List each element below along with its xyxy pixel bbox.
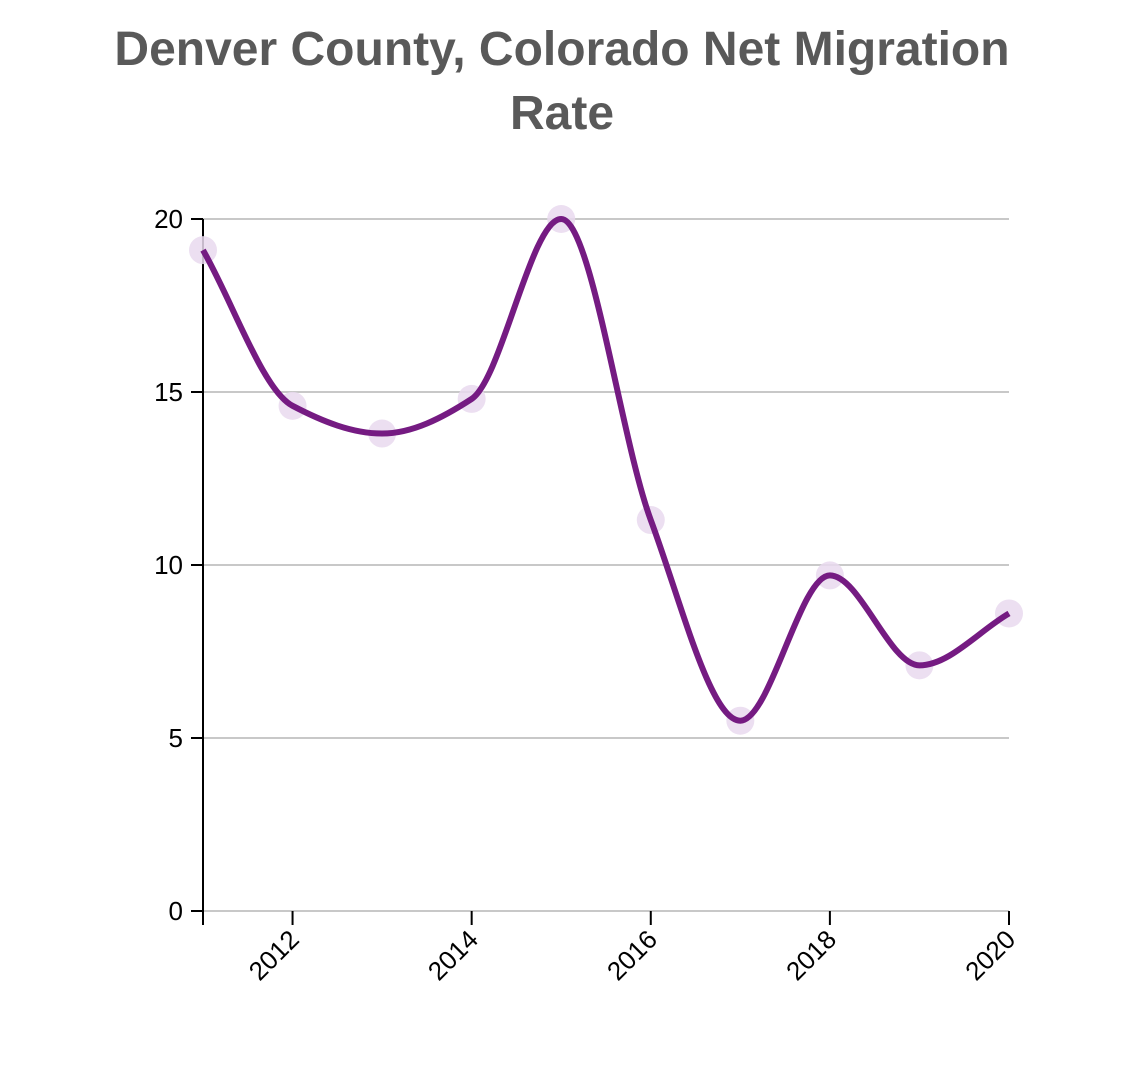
y-tick-label-15: 15 <box>154 377 183 407</box>
chart-title-line-1: Denver County, Colorado Net Migration <box>114 23 1010 76</box>
series-lines <box>200 216 1011 724</box>
chart-title: Denver County, Colorado Net Migration Ra… <box>0 18 1124 146</box>
x-tick-label-2012: 2012 <box>243 924 305 986</box>
y-tick-label-10: 10 <box>154 550 183 580</box>
chart-title-line-2: Rate <box>509 87 615 140</box>
y-tick-label-20: 20 <box>154 204 183 234</box>
gridlines <box>203 218 1009 912</box>
series-line-0 <box>200 216 1011 724</box>
x-tick-label-2014: 2014 <box>422 924 484 986</box>
y-tick-label-0: 0 <box>169 896 183 926</box>
x-tick-label-2016: 2016 <box>601 924 663 986</box>
x-tick-label-2018: 2018 <box>780 924 842 986</box>
x-tick-label-2020: 2020 <box>959 924 1021 986</box>
y-tick-label-5: 5 <box>169 723 183 753</box>
axes: 0 5 10 15 20 2012 2014 2016 2018 2020 <box>154 204 1021 986</box>
